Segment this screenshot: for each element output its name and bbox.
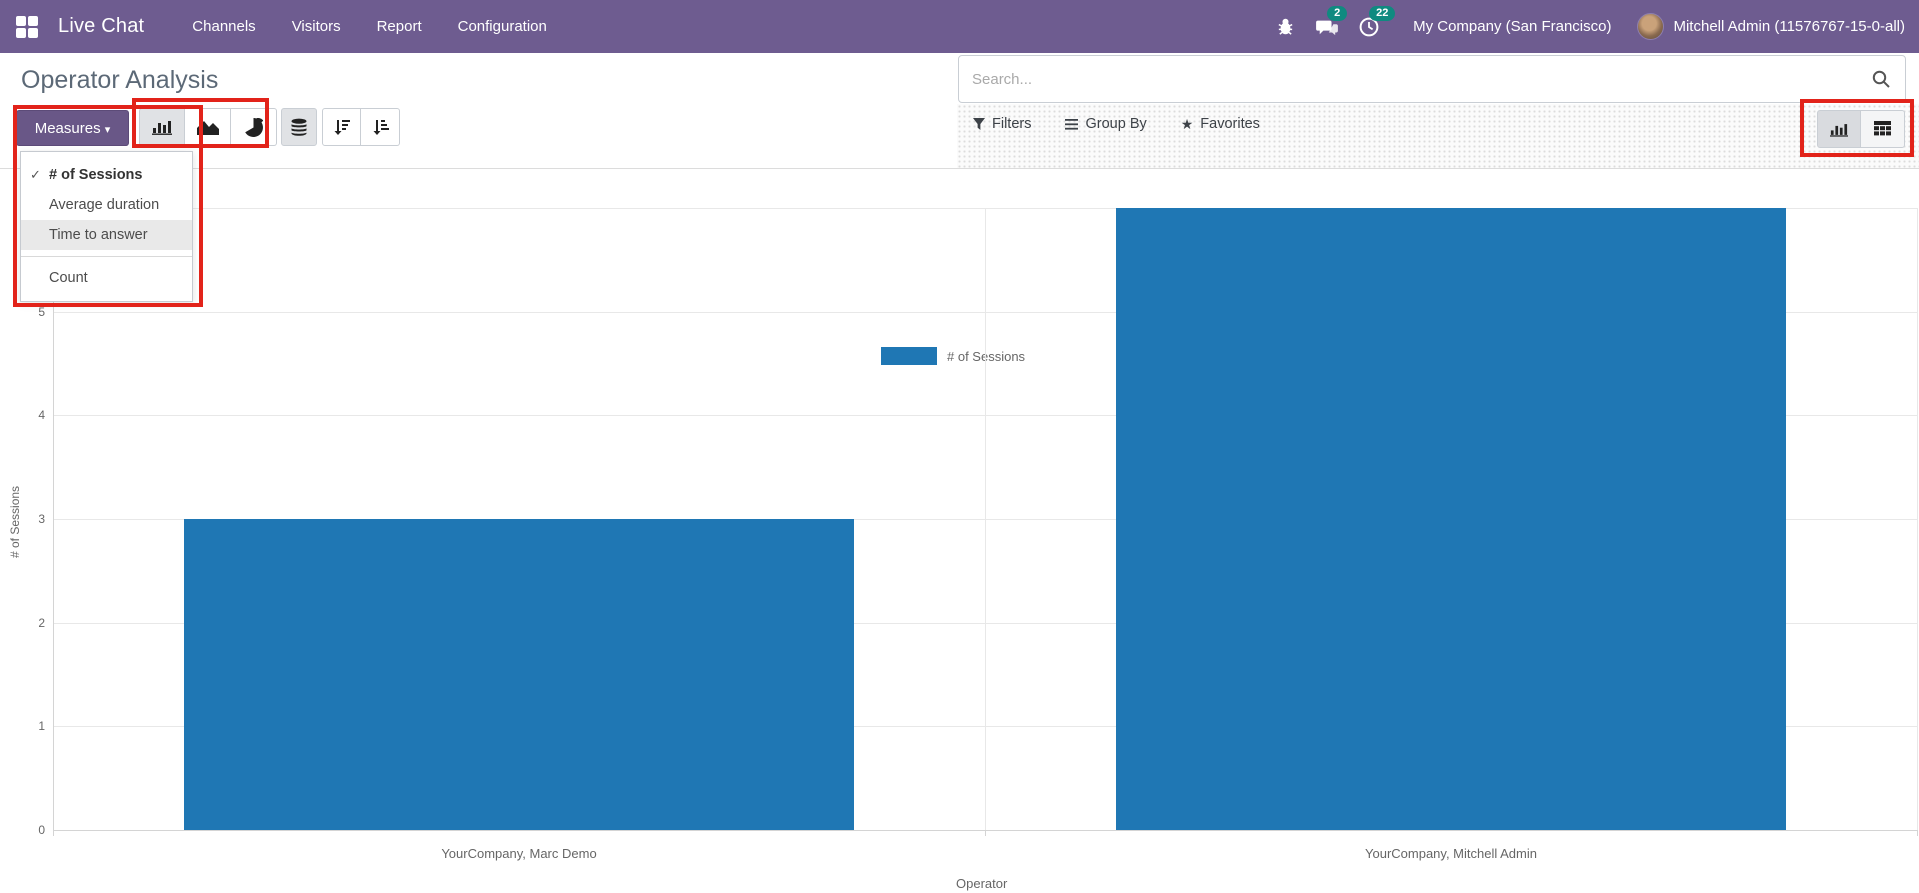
chevron-down-icon: ▾ [104,123,111,136]
debug-bug-icon[interactable] [1271,13,1299,41]
check-icon: ✓ [30,167,41,182]
sort-ascending-button[interactable] [361,108,400,146]
stacked-database-icon [291,118,307,136]
x-tick-label: YourCompany, Mitchell Admin [1365,846,1537,861]
y-tick-label: 4 [38,408,45,423]
bar[interactable] [1116,208,1786,830]
search-input[interactable] [959,70,1872,88]
pie-chart-icon [245,117,263,137]
x-tick-label: YourCompany, Marc Demo [441,846,597,861]
measures-button[interactable]: Measures ▾ [16,110,129,146]
company-switcher[interactable]: My Company (San Francisco) [1413,18,1612,35]
bar[interactable] [184,519,854,830]
legend-color-swatch [881,347,937,365]
apps-grid-icon[interactable] [16,15,38,38]
x-axis-tick [53,830,54,836]
legend-label: # of Sessions [947,348,1026,364]
search-icon[interactable] [1872,70,1890,88]
x-axis-title: Operator [956,876,1008,891]
y-tick-label: 1 [38,719,45,734]
menu-visitors[interactable]: Visitors [291,18,341,35]
bar-chart-button[interactable] [139,108,185,146]
graph-view-button[interactable] [1817,110,1861,148]
activities-badge: 22 [1369,5,1396,21]
y-tick-label: 0 [38,823,45,837]
pie-chart-button[interactable] [231,108,277,146]
sort-descending-icon [334,120,350,135]
menu-report[interactable]: Report [376,18,422,35]
measure-option-count[interactable]: Count [49,270,88,286]
x-gridline [985,208,986,830]
page-title: Operator Analysis [21,66,219,94]
measure-option-average-duration[interactable]: Average duration [49,197,160,213]
measure-option-time-to-answer[interactable]: Time to answer [21,220,192,250]
view-switcher [1817,110,1905,148]
main-menu: Channels Visitors Report Configuration [174,0,565,53]
x-axis-tick [1917,830,1918,836]
y-tick-label: 5 [38,304,45,319]
user-menu[interactable]: Mitchell Admin (11576767-15-0-all) [1673,18,1905,35]
y-tick-label: 2 [38,615,45,630]
menu-channels[interactable]: Channels [192,18,256,35]
x-gridline [1917,208,1918,830]
messages-icon[interactable]: 2 [1313,5,1348,41]
search-bar [958,55,1906,103]
graph-view-icon [1830,123,1848,137]
y-axis-title: # of Sessions [8,485,22,558]
filter-row: Filters Group By ★ Favorites [973,104,1260,144]
bar-chart-canvas: # of Sessions 0123456YourCompany, Marc D… [0,169,1919,893]
line-chart-icon [196,121,219,135]
pivot-table-icon [1874,121,1891,136]
chart-legend[interactable]: # of Sessions [881,347,1025,365]
app-title[interactable]: Live Chat [58,15,145,37]
sort-descending-button[interactable] [322,108,361,146]
chart-type-group [139,108,277,146]
filter-funnel-icon [973,118,985,130]
filters-button[interactable]: Filters [973,116,1031,132]
activities-clock-icon[interactable]: 22 [1355,5,1396,41]
stacked-toggle-button[interactable] [281,108,317,146]
group-by-button[interactable]: Group By [1065,116,1147,132]
line-chart-button[interactable] [185,108,231,146]
filter-strip-background [957,104,1919,169]
measure-option-sessions[interactable]: ✓ # of Sessions [21,160,192,190]
star-icon: ★ [1180,115,1194,132]
control-panel-divider [0,168,1919,169]
menu-configuration[interactable]: Configuration [457,18,547,35]
top-navbar: Live Chat Channels Visitors Report Confi… [0,0,1919,53]
user-avatar[interactable] [1637,13,1665,40]
sort-ascending-icon [373,120,389,135]
favorites-button[interactable]: ★ Favorites [1180,115,1260,133]
measures-dropdown-menu: ✓ # of Sessions Average duration Time to… [20,151,193,302]
x-axis-tick [985,830,986,836]
pivot-view-button[interactable] [1861,110,1905,148]
group-by-bars-icon [1065,118,1079,130]
x-gridline [53,208,54,830]
sort-group [322,108,400,146]
menu-separator [21,256,192,257]
messages-badge: 2 [1327,5,1348,21]
bar-chart-icon [152,121,172,135]
y-tick-label: 3 [38,512,45,526]
